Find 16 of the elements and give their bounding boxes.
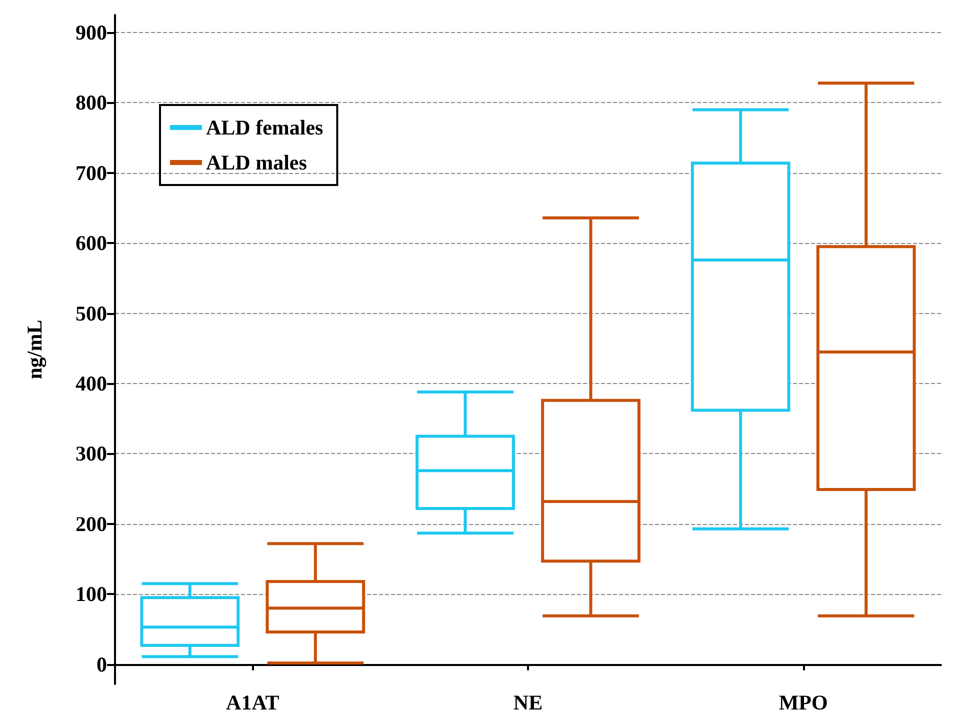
y-tick-label: 700 [76,160,107,185]
y-tick-label: 800 [76,90,107,115]
x-tick-label: MPO [778,690,828,714]
y-tick-label: 100 [76,582,107,606]
y-tick-label: 0 [96,652,107,676]
y-tick-label: 900 [76,20,107,45]
y-tick-label: 400 [76,372,107,396]
legend-label: ALD males [206,150,307,174]
legend-label: ALD females [206,116,324,140]
y-axis-title: ng/mL [22,320,46,380]
y-tick-label: 200 [76,512,107,536]
y-tick-label: 500 [76,301,107,326]
y-tick-label: 300 [76,442,107,466]
x-tick-label: NE [513,690,543,714]
y-tick-label: 600 [76,231,107,256]
x-tick-label: A1AT [226,690,280,714]
